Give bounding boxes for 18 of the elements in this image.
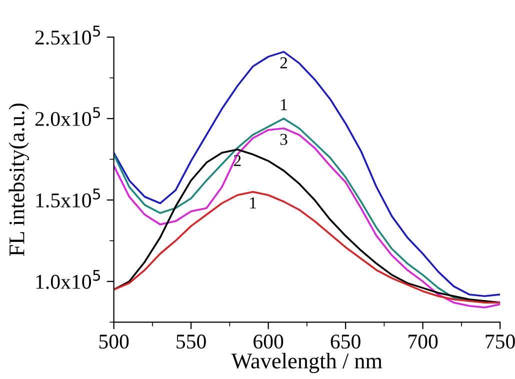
x-tick-label: 600: [254, 334, 284, 349]
y-tick-label: 1.0x10$^{5}$: [36, 270, 100, 289]
x-axis-title: Wavelength / nm: [231, 352, 382, 374]
y-axis-title: FL intebsity(a.u.): [8, 104, 29, 256]
line-series: [114, 50, 500, 297]
x-tick-label: 700: [408, 334, 438, 349]
annotation: 2: [280, 57, 288, 68]
x-tick-label: 500: [99, 334, 129, 349]
annotation: 1: [250, 197, 256, 208]
annotation: 1: [281, 99, 287, 110]
y-tick-label: 2.0x10$^{5}$: [35, 107, 100, 126]
x-tick-label: 550: [176, 334, 206, 349]
y-tick-label: 1.5x10$^{5}$: [36, 188, 100, 208]
x-tick-label: 750: [486, 334, 515, 349]
y-tick-label: 2.5x10$^{5}$: [35, 26, 100, 45]
annotation: 3: [280, 134, 288, 146]
x-tick-label: 650: [330, 334, 360, 349]
line-series: [114, 190, 500, 304]
